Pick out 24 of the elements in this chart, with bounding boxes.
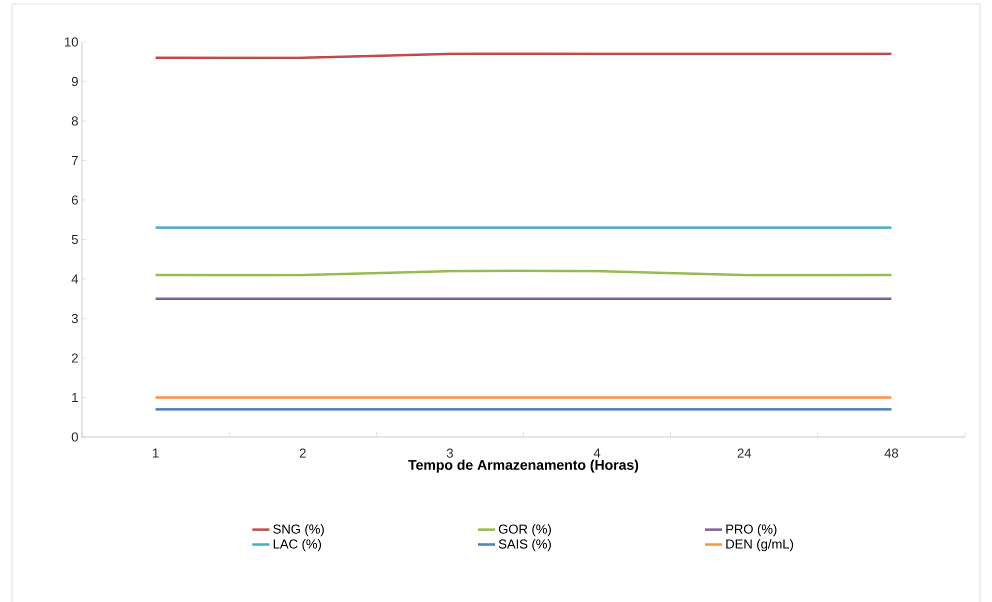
y-tick-label: 0 — [72, 432, 78, 442]
x-tick-label: 2 — [300, 448, 306, 458]
y-tick-label: 5 — [72, 234, 78, 244]
legend-label: PRO (%) — [726, 524, 776, 536]
y-tick-label: 4 — [72, 274, 78, 284]
x-tick-label: 1 — [152, 448, 159, 458]
legend-label: LAC (%) — [274, 539, 321, 552]
y-tick-label: 9 — [72, 76, 78, 86]
legend-label: GOR (%) — [498, 524, 551, 536]
y-tick-label: 10 — [64, 37, 78, 47]
x-tick-label: 48 — [884, 448, 898, 458]
x-tick-label: 4 — [594, 448, 600, 458]
x-axis-title: Tempo de Armazenamento (Horas) — [408, 460, 638, 473]
y-tick-label: 6 — [72, 195, 78, 205]
legend-label: DEN (g/mL) — [726, 539, 794, 552]
y-tick-label: 2 — [72, 353, 78, 363]
legend-label: SAIS (%) — [498, 539, 551, 552]
y-tick-label: 8 — [72, 116, 78, 126]
y-tick-label: 1 — [72, 393, 78, 402]
y-tick-label: 3 — [72, 314, 78, 324]
legend-label: SNG (%) — [273, 524, 324, 536]
x-tick-label: 3 — [446, 448, 453, 458]
x-tick-label: 24 — [738, 448, 752, 458]
y-tick-label: 7 — [72, 156, 78, 165]
